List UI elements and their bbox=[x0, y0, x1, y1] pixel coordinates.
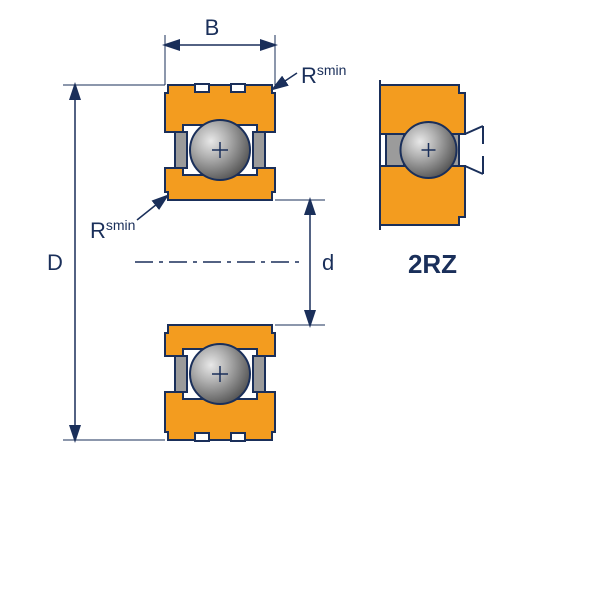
cage-right bbox=[253, 132, 265, 168]
groove bbox=[231, 433, 245, 441]
groove bbox=[195, 433, 209, 441]
label-rsmin-inner: Rsmin bbox=[90, 217, 135, 243]
groove bbox=[195, 84, 209, 92]
leader-rsmin bbox=[273, 73, 297, 89]
label-B: B bbox=[205, 15, 220, 40]
leader-rsmin bbox=[137, 196, 167, 220]
label-D: D bbox=[47, 250, 63, 275]
cage-left bbox=[175, 356, 187, 392]
label-rsmin-outer: Rsmin bbox=[301, 62, 346, 88]
seal-lip bbox=[465, 126, 483, 134]
cage-right bbox=[253, 356, 265, 392]
seal-lip bbox=[465, 166, 483, 174]
label-variant: 2RZ bbox=[408, 249, 457, 279]
cage-left bbox=[175, 132, 187, 168]
label-d: d bbox=[322, 250, 334, 275]
groove bbox=[231, 84, 245, 92]
